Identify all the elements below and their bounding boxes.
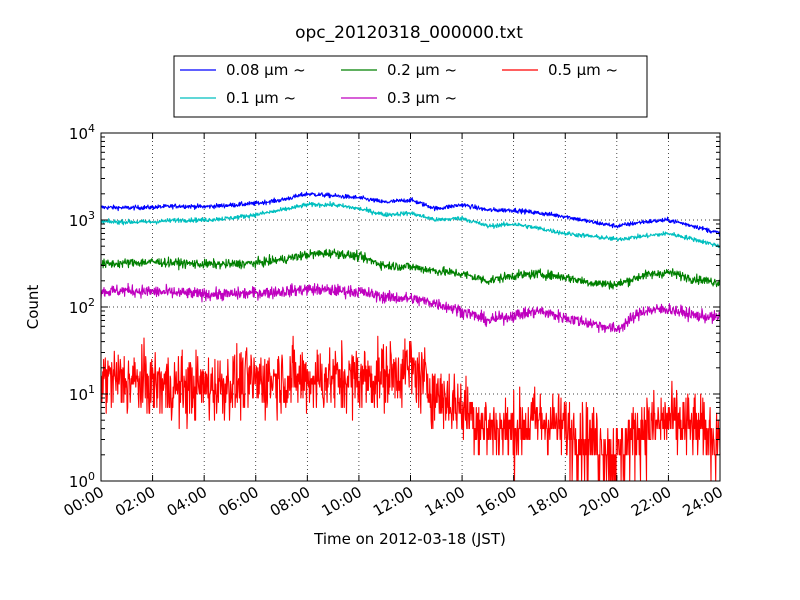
x-tick-label: 02:00 [112, 483, 158, 520]
legend-label: 0.1 μm ~ [226, 89, 296, 107]
y-axis-label: Count [24, 285, 42, 330]
series-line [100, 335, 721, 482]
x-tick-label: 14:00 [422, 483, 468, 520]
x-tick-label: 08:00 [267, 483, 313, 520]
series-line [100, 248, 721, 290]
x-tick-label: 12:00 [370, 483, 416, 520]
chart-title: opc_20120318_000000.txt [295, 23, 523, 43]
legend-label: 0.5 μm ~ [548, 61, 618, 79]
x-tick-label: 16:00 [473, 483, 519, 520]
x-tick-label: 22:00 [628, 483, 674, 520]
x-tick-label: 20:00 [576, 483, 622, 520]
x-tick-label: 06:00 [215, 483, 261, 520]
y-tick-label: 101 [69, 383, 95, 404]
y-tick-label: 100 [69, 470, 95, 491]
axis-ticks [100, 132, 721, 482]
plot-frame [100, 132, 721, 482]
y-tick-label: 104 [69, 122, 95, 143]
x-tick-label: 10:00 [318, 483, 364, 520]
y-tick-label: 103 [69, 209, 95, 230]
y-tick-labels: 100 101 102 103 104 [69, 122, 95, 491]
legend: 0.08 μm ~ 0.1 μm ~ 0.2 μm ~ 0.3 μm ~ 0.5 μm … [173, 55, 648, 118]
series-line [100, 191, 721, 237]
x-tick-label: 24:00 [680, 483, 726, 520]
series-line [100, 200, 721, 248]
x-tick-labels: 00:00 02:00 04:00 06:00 08:00 10:00 12:00 14:00… [61, 483, 726, 520]
plot-background [101, 133, 720, 481]
legend-label: 0.2 μm ~ [387, 61, 457, 79]
x-tick-label: 04:00 [164, 483, 210, 520]
series-line [100, 282, 721, 334]
legend-frame [173, 55, 648, 118]
series-group [100, 191, 721, 482]
legend-label: 0.08 μm ~ [226, 61, 306, 79]
x-tick-label: 18:00 [525, 483, 571, 520]
legend-label: 0.3 μm ~ [387, 89, 457, 107]
y-tick-label: 102 [69, 296, 95, 317]
x-axis-label: Time on 2012-03-18 (JST) [313, 530, 506, 548]
